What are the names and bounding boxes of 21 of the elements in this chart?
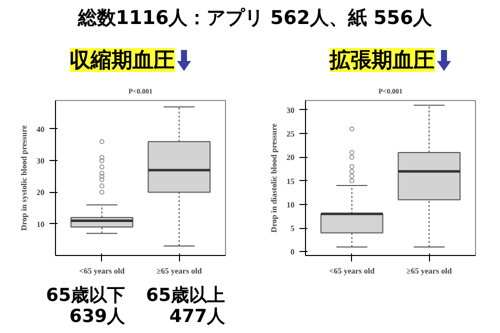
text: 65歳以上 477人 <box>144 285 225 327</box>
y-tick-label: 0 <box>290 248 294 257</box>
chart-title: 収縮期血圧 <box>70 48 174 72</box>
x-tick-label: <65 years old <box>79 266 126 276</box>
y-tick-label: 20 <box>286 153 294 162</box>
x-tick-label: ≥65 years old <box>156 266 202 276</box>
y-tick-label: 30 <box>286 106 294 115</box>
y-tick-label: 10 <box>36 220 44 229</box>
text: 65歳以下 639人 <box>44 285 125 327</box>
y-axis-title: Drop in diastolic blood pressure <box>270 123 278 232</box>
x-tick-label: <65 years old <box>329 266 376 276</box>
x-tick-label: ≥65 years old <box>406 266 452 276</box>
y-tick-label: 15 <box>286 176 294 186</box>
text: 総数1116人：アプリ 562人、紙 556人 <box>76 6 434 31</box>
y-tick-label: 30 <box>36 156 44 166</box>
y-tick-label: 25 <box>286 130 294 139</box>
y-tick-label: 20 <box>36 188 44 198</box>
y-axis-title: Drop in systolic blood pressure <box>20 124 28 231</box>
y-tick-label: 5 <box>290 224 294 234</box>
y-tick-label: 10 <box>286 200 294 210</box>
y-tick-label: 40 <box>36 124 44 134</box>
